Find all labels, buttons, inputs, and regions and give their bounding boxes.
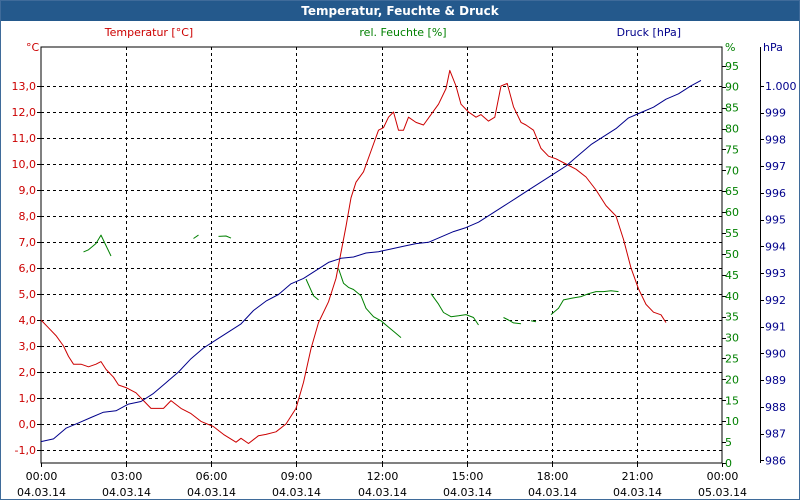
pressure-axis-title: Druck [hPa] [617, 26, 681, 39]
humidity-tick-label: 85 [725, 102, 739, 115]
temperature-tick-label: 3,0 [19, 340, 37, 353]
x-tick-date: 04.03.14 [613, 486, 662, 499]
temperature-tick-label: 8,0 [19, 210, 37, 223]
x-tick-date: 04.03.14 [272, 486, 321, 499]
humidity-tick-label: 55 [725, 227, 739, 240]
temperature-tick-label: 12,0 [12, 106, 37, 119]
temperature-series-line [40, 69, 667, 444]
temperature-tick-label: 11,0 [12, 132, 37, 145]
humidity-tick-label: 35 [725, 311, 739, 324]
pressure-tick-label: 995 [765, 214, 786, 227]
humidity-tick-label: 10 [725, 415, 739, 428]
humidity-tick-label: 90 [725, 81, 739, 94]
x-tick-time: 12:00 [367, 470, 399, 483]
humidity-tick-label: 25 [725, 352, 739, 365]
pressure-tick-label: 1.000 [765, 80, 797, 93]
x-tick-date: 04.03.14 [187, 486, 236, 499]
x-tick-date: 04.03.14 [443, 486, 492, 499]
humidity-tick-label: 50 [725, 248, 739, 261]
pressure-tick-label: 996 [765, 187, 786, 200]
pressure-tick-label: 991 [765, 321, 786, 334]
window-title: Temperatur, Feuchte & Druck [1, 1, 799, 21]
temperature-tick-label: -1,0 [15, 444, 36, 457]
humidity-tick-label: 65 [725, 185, 739, 198]
pressure-tick-label: 999 [765, 107, 786, 120]
plot-frame [40, 46, 723, 464]
humidity-tick-label: 20 [725, 373, 739, 386]
pressure-tick-label: 992 [765, 294, 786, 307]
pressure-tick-label: 998 [765, 133, 786, 146]
x-tick-date: 04.03.14 [528, 486, 577, 499]
x-tick-date: 04.03.14 [102, 486, 151, 499]
pressure-tick-label: 989 [765, 374, 786, 387]
x-tick-time: 03:00 [111, 470, 143, 483]
pressure-tick-label: 986 [765, 454, 786, 467]
grid [40, 46, 723, 464]
humidity-tick-label: 30 [725, 332, 739, 345]
temperature-tick-label: 0,0 [19, 418, 37, 431]
temperature-tick-label: 4,0 [19, 314, 37, 327]
humidity-tick-label: 60 [725, 206, 739, 219]
humidity-series-line [83, 234, 619, 338]
pressure-tick-label: 987 [765, 428, 786, 441]
humidity-tick-label: 80 [725, 123, 739, 136]
x-tick-time: 15:00 [452, 470, 484, 483]
humidity-tick-label: 0 [725, 457, 732, 470]
x-tick-date: 05.03.14 [698, 486, 747, 499]
temperature-tick-label: 5,0 [19, 288, 37, 301]
x-tick-time: 21:00 [622, 470, 654, 483]
temperature-unit-label: °C [26, 41, 40, 54]
humidity-tick-label: 45 [725, 269, 739, 282]
pressure-unit-label: hPa [763, 41, 783, 54]
humidity-tick-label: 70 [725, 164, 739, 177]
temperature-axis-title: Temperatur [°C] [104, 26, 193, 39]
humidity-unit-label: % [725, 41, 735, 54]
series-layer [40, 69, 702, 444]
x-tick-time: 09:00 [281, 470, 313, 483]
x-tick-time: 00:00 [707, 470, 739, 483]
temperature-tick-label: 10,0 [12, 158, 37, 171]
temperature-tick-label: 7,0 [19, 236, 37, 249]
pressure-tick-label: 990 [765, 347, 786, 360]
pressure-tick-label: 993 [765, 267, 786, 280]
humidity-tick-label: 95 [725, 60, 739, 73]
pressure-series-line [40, 79, 702, 443]
humidity-tick-label: 40 [725, 290, 739, 303]
pressure-tick-label: 997 [765, 160, 786, 173]
temperature-tick-label: 2,0 [19, 366, 37, 379]
humidity-tick-label: 5 [725, 436, 732, 449]
pressure-tick-label: 988 [765, 401, 786, 414]
x-tick-date: 04.03.14 [17, 486, 66, 499]
pressure-tick-label: 994 [765, 240, 786, 253]
temperature-tick-label: 13,0 [12, 80, 37, 93]
temperature-tick-label: 9,0 [19, 184, 37, 197]
x-tick-time: 18:00 [537, 470, 569, 483]
humidity-tick-label: 75 [725, 143, 739, 156]
x-tick-time: 00:00 [26, 470, 58, 483]
x-tick-date: 04.03.14 [358, 486, 407, 499]
x-tick-time: 06:00 [196, 470, 228, 483]
temperature-tick-label: 1,0 [19, 392, 37, 405]
humidity-tick-label: 15 [725, 394, 739, 407]
axes-layer: 00:00 04.03.14 03:00 04.03.14 06:00 04.03.14 0… [12, 26, 797, 499]
temperature-tick-label: 6,0 [19, 262, 37, 275]
humidity-axis-title: rel. Feuchte [%] [359, 26, 446, 39]
